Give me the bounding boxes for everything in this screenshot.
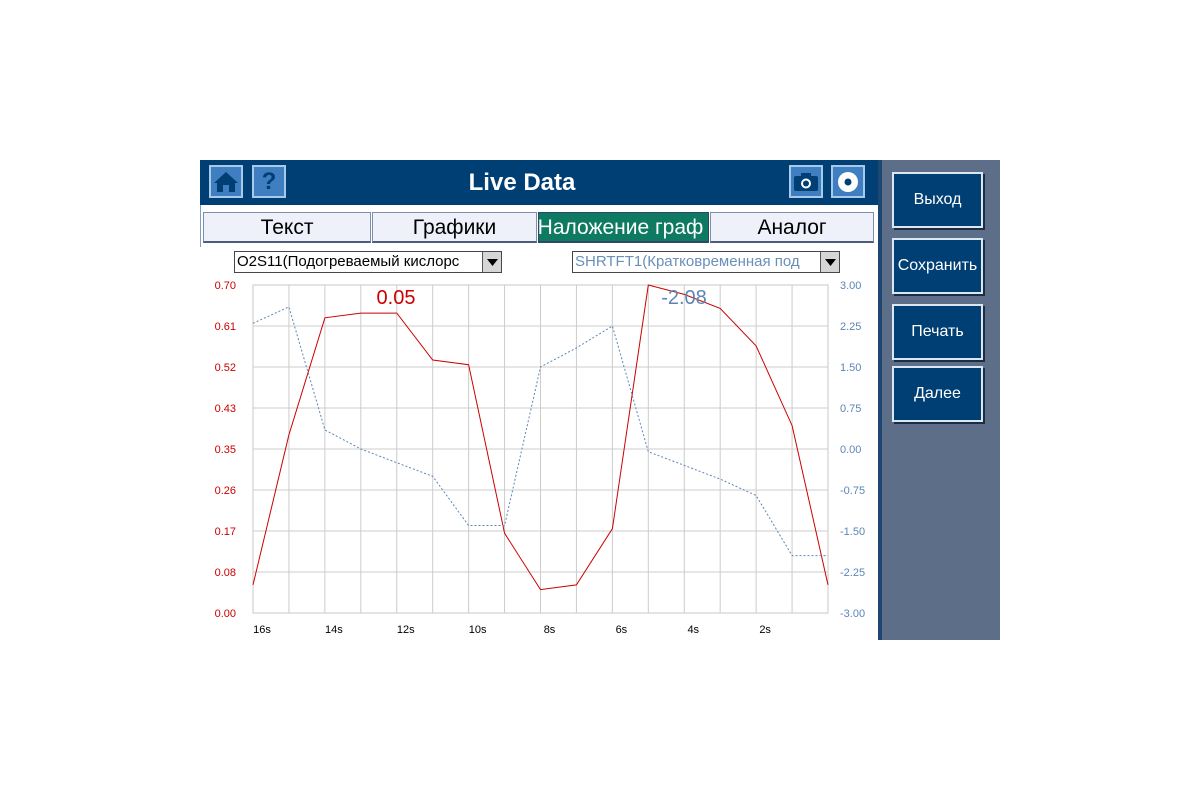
right-parameter-value: SHRTFT1(Кратковременная под — [575, 253, 800, 270]
x-axis-tick-label: 6s — [616, 624, 628, 636]
tab-text[interactable]: Текст — [203, 212, 371, 243]
tab-graph-overlay[interactable]: Наложение граф — [538, 212, 709, 243]
right-axis-tick-label: -2.25 — [840, 567, 865, 579]
left-axis-tick-label: 0.26 — [215, 485, 236, 497]
home-icon — [214, 171, 238, 192]
action-panel: Выход Сохранить Печать Далее — [882, 160, 1000, 640]
right-axis-tick-label: -3.00 — [840, 608, 865, 620]
save-button[interactable]: Сохранить — [892, 238, 983, 294]
panel-divider — [878, 160, 882, 640]
help-button[interactable]: ? — [252, 165, 286, 198]
tab-analog[interactable]: Аналог — [710, 212, 874, 243]
left-parameter-value: O2S11(Подогреваемый кислорс — [237, 253, 460, 270]
x-axis-tick-label: 8s — [544, 624, 556, 636]
dropdown-arrow-icon[interactable] — [820, 252, 839, 272]
left-series-current-value: 0.05 — [377, 287, 416, 309]
right-axis-tick-label: 0.00 — [840, 444, 861, 456]
header-bar: Live Data ? — [200, 160, 878, 205]
right-axis-tick-label: 0.75 — [840, 403, 861, 415]
left-axis-tick-label: 0.17 — [215, 526, 236, 538]
right-axis-tick-label: -0.75 — [840, 485, 865, 497]
left-axis-tick-label: 0.43 — [215, 403, 236, 415]
right-parameter-select[interactable]: SHRTFT1(Кратковременная под — [572, 251, 840, 273]
overlay-chart: 0.70 0.61 0.52 0.43 0.35 0.26 0.17 0.08 0.00 3.00… — [215, 280, 866, 636]
dropdown-arrow-icon[interactable] — [482, 252, 501, 272]
left-axis-tick-label: 0.00 — [215, 608, 236, 620]
x-axis-tick-label: 14s — [325, 624, 343, 636]
x-axis-tick-label: 4s — [687, 624, 699, 636]
left-series-line — [252, 284, 829, 591]
next-button[interactable]: Далее — [892, 366, 983, 422]
right-series-current-value: -2.08 — [661, 287, 707, 309]
page-title: Live Data — [468, 169, 576, 196]
print-button[interactable]: Печать — [892, 304, 983, 360]
right-axis-tick-label: -1.50 — [840, 526, 865, 538]
exit-button[interactable]: Выход — [892, 172, 983, 228]
right-axis-tick-label: 2.25 — [840, 321, 861, 333]
x-axis-tick-label: 16s — [253, 624, 271, 636]
right-series-line — [252, 306, 828, 557]
tab-graphs[interactable]: Графики — [372, 212, 537, 243]
left-axis-tick-label: 0.35 — [215, 444, 236, 456]
record-button[interactable] — [831, 165, 865, 198]
left-axis-tick-label: 0.08 — [215, 567, 236, 579]
camera-button[interactable] — [789, 165, 823, 198]
left-axis-tick-label: 0.61 — [215, 321, 236, 333]
left-parameter-select[interactable]: O2S11(Подогреваемый кислорс — [234, 251, 502, 273]
live-data-screen: Live Data ? Текст Графики — [200, 160, 1000, 640]
help-icon: ? — [261, 167, 277, 195]
camera-icon — [794, 172, 818, 191]
tab-bar: Текст Графики Наложение граф Аналог — [200, 205, 878, 247]
x-axis-tick-label: 10s — [469, 624, 487, 636]
x-axis-tick-label: 2s — [759, 624, 771, 636]
right-axis-tick-label: 3.00 — [840, 280, 861, 292]
left-axis-tick-label: 0.70 — [215, 280, 236, 292]
right-axis-tick-label: 1.50 — [840, 362, 861, 374]
left-axis-tick-label: 0.52 — [215, 362, 236, 374]
home-button[interactable] — [209, 165, 243, 198]
x-axis-tick-label: 12s — [397, 624, 415, 636]
disc-icon — [838, 171, 858, 192]
